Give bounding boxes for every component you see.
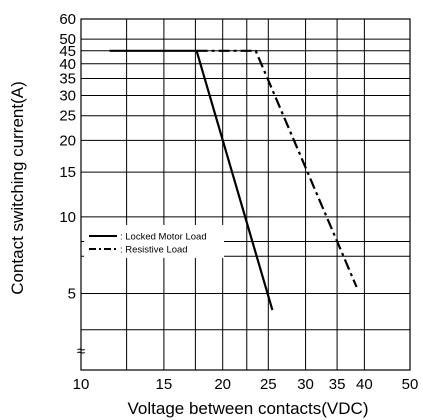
legend-label-2: : Resistive Load [120, 245, 188, 256]
x-tick-label: 15 [156, 376, 173, 393]
series-layer [109, 49, 358, 311]
plot-frame [80, 18, 411, 371]
series-line-1 [109, 49, 274, 311]
x-axis-title: Voltage between contacts(VDC) [128, 399, 369, 418]
x-tick-label: 30 [297, 376, 314, 393]
axis-break-marker: ≈ [77, 343, 85, 360]
x-tick-label: 25 [260, 376, 277, 393]
legend-box [84, 225, 224, 258]
x-tick-label: 50 [402, 376, 419, 393]
y-tick-label: 60 [59, 11, 76, 28]
y-tick-label: 10 [59, 209, 76, 226]
y-tick-label: 5 [68, 285, 76, 302]
y-tick-label: 30 [59, 88, 76, 105]
y-axis-title: Contact switching current(A) [8, 81, 27, 295]
x-tick-label: 40 [356, 376, 373, 393]
y-tick-label: 35 [59, 71, 76, 88]
x-tick-label: 10 [73, 376, 90, 393]
y-tick-label: 20 [59, 132, 76, 149]
y-tick-label: 15 [59, 164, 76, 181]
x-tick-label: 20 [214, 376, 231, 393]
y-tick-label: 45 [59, 43, 76, 60]
x-tick-label: 35 [329, 376, 346, 393]
y-tick-label: 25 [59, 108, 76, 125]
y-tick-label: 40 [59, 56, 76, 73]
grid-layer [80, 18, 411, 371]
series-line-2 [196, 49, 358, 288]
y-tick-label: 50 [59, 31, 76, 48]
legend-label-1: : Locked Motor Load [120, 232, 207, 243]
legend: : Locked Motor Load : Resistive Load [84, 225, 224, 258]
